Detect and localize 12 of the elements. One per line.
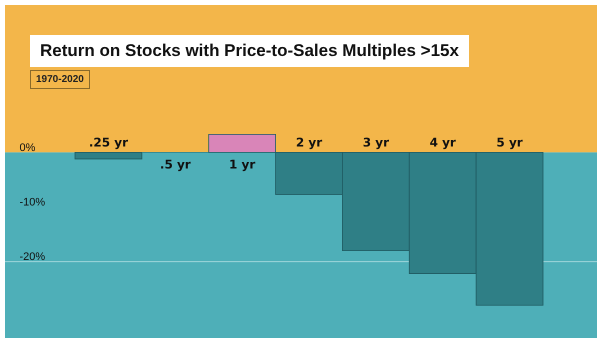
x-tick-label: 5 yr bbox=[496, 135, 523, 150]
x-tick-label: 1 yr bbox=[229, 157, 256, 172]
y-tick-label: -20% bbox=[20, 251, 46, 264]
x-tick-label: .25 yr bbox=[88, 135, 128, 150]
text: 1970-2020 bbox=[30, 70, 90, 89]
x-tick-label: 4 yr bbox=[430, 135, 456, 150]
x-tick-label: .5 yr bbox=[160, 157, 191, 172]
text: Return on Stocks with Price-to-Sales Multiples >15x bbox=[30, 35, 469, 67]
x-tick-label: 2 yr bbox=[296, 135, 322, 150]
y-tick-label: 0% bbox=[20, 142, 36, 154]
x-tick-label: 3 yr bbox=[362, 135, 390, 150]
y-tick-label: -10% bbox=[20, 196, 46, 208]
